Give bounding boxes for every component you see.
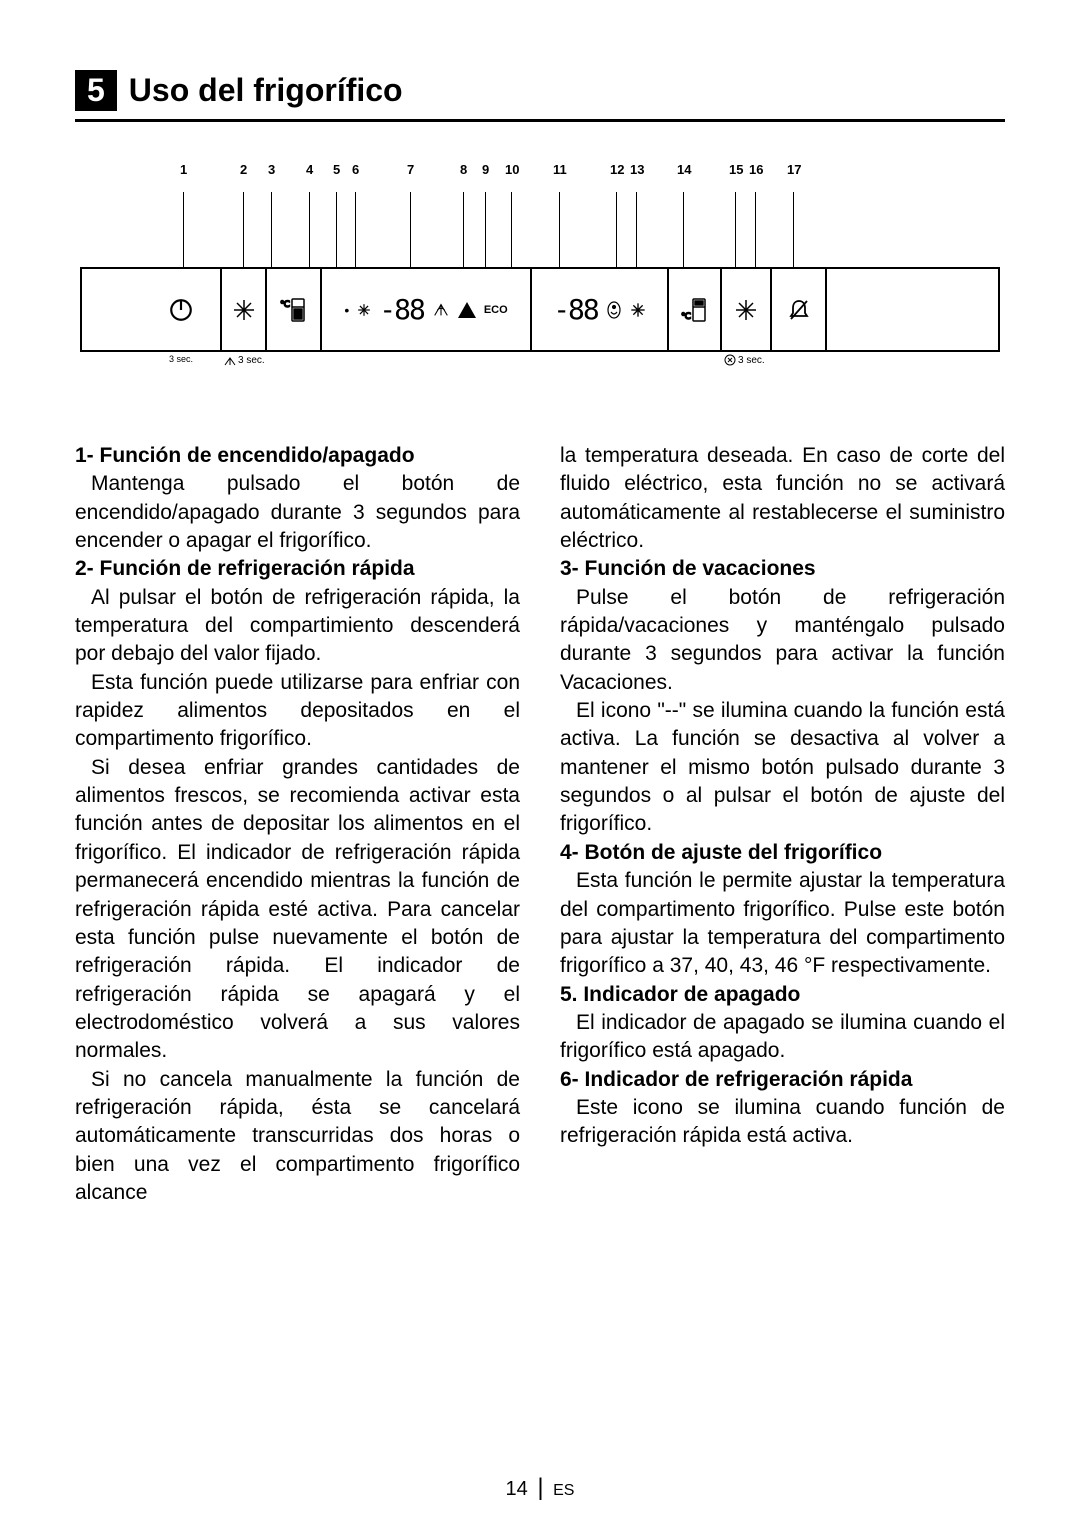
icematic-subicon: 3 sec. [724,354,765,366]
heading-5: 5. Indicador de apagado [560,981,1005,1009]
callout-2: 2 [240,162,247,177]
callout-10: 10 [505,162,519,177]
callout-17: 17 [787,162,801,177]
callout-labels: 1 2 3 4 5 6 7 8 9 10 11 12 13 14 15 16 1… [80,162,1000,192]
page-number: 14 [506,1478,528,1500]
callout-5: 5 [333,162,340,177]
para-2-1: Al pulsar el botón de refrigeración rápi… [75,584,520,669]
para-5-1: El indicador de apagado se ilumina cuand… [560,1009,1005,1066]
para-1-1: Mantenga pulsado el botón de encendido/a… [75,470,520,555]
eco-label: ECO [484,304,508,316]
page-header: 5 Uso del frigorífico [75,70,1005,122]
callout-12: 12 [610,162,624,177]
heading-2: 2- Función de refrigeración rápida [75,555,520,583]
callout-6: 6 [352,162,359,177]
callout-3: 3 [268,162,275,177]
freezer-temp-icon: ℃ [681,295,709,325]
snowflake-small-icon [357,303,371,317]
power-icon [168,297,194,323]
callout-lines [80,192,1000,267]
fridge-adjust-seg: ℃ [267,269,322,350]
content-columns: 1- Función de encendido/apagado Mantenga… [75,442,1005,1207]
fridge-temp-icon: ℃ [280,295,308,325]
quickcool-button-seg: 3 sec. [222,269,267,350]
snowflake-icon [232,298,256,322]
svg-text:℃: ℃ [280,299,290,309]
section-number-badge: 5 [75,70,117,111]
alarm-off-seg [772,269,827,350]
off-dot-icon: • [344,302,349,318]
para-3-2: El icono "--" se ilumina cuando la funci… [560,697,1005,839]
power-button-seg: 3 sec. [142,269,222,350]
right-column: la temperatura deseada. En caso de corte… [560,442,1005,1207]
page-footer: 14 | ES [0,1474,1080,1502]
alert-icon [458,302,476,318]
bell-off-icon [788,298,810,322]
section-title: Uso del frigorífico [129,72,403,109]
para-2-4: Si no cancela manualmente la función de … [75,1066,520,1208]
heading-1: 1- Función de encendido/apagado [75,442,520,470]
callout-14: 14 [677,162,691,177]
para-6-1: Este icono se ilumina cuando función de … [560,1094,1005,1151]
callout-11: 11 [553,162,567,177]
fridge-temp-display: -88 [379,293,424,326]
para-2-3: Si desea enfriar grandes cantidades de a… [75,754,520,1066]
footer-separator: | [537,1474,543,1501]
para-2-5: la temperatura deseada. En caso de corte… [560,442,1005,555]
freezer-adjust-seg: ℃ [667,269,722,350]
callout-7: 7 [407,162,414,177]
ionizer-icon [606,301,622,319]
freezer-temp-display: -88 [553,293,598,326]
callout-1: 1 [180,162,187,177]
para-2-2: Esta función puede utilizarse para enfri… [75,669,520,754]
heading-6: 6- Indicador de refrigeración rápida [560,1066,1005,1094]
quickfreeze-button-seg: 3 sec. [722,269,772,350]
callout-16: 16 [749,162,763,177]
para-4-1: Esta función le permite ajustar la tempe… [560,867,1005,980]
language-code: ES [553,1482,574,1499]
callout-13: 13 [630,162,644,177]
callout-9: 9 [482,162,489,177]
vacation-icon [432,301,450,319]
callout-8: 8 [460,162,467,177]
left-column: 1- Función de encendido/apagado Mantenga… [75,442,520,1207]
svg-text:℃: ℃ [681,311,691,321]
freezer-display-seg: -88 [532,269,667,350]
callout-15: 15 [729,162,743,177]
snowflake-large-icon [734,298,758,322]
heading-3: 3- Función de vacaciones [560,555,1005,583]
control-panel: 3 sec. 3 sec. ℃ • -88 [80,267,1000,352]
vacation-subicon: 3 sec. [224,355,265,366]
para-3-1: Pulse el botón de refrigeración rápida/v… [560,584,1005,697]
power-sublabel: 3 sec. [169,354,193,364]
snowflake-freezer-icon [630,302,646,318]
fridge-display-seg: • -88 ECO [322,269,532,350]
heading-4: 4- Botón de ajuste del frigorífico [560,839,1005,867]
control-panel-diagram: 1 2 3 4 5 6 7 8 9 10 11 12 13 14 15 16 1… [80,162,1000,352]
callout-4: 4 [306,162,313,177]
